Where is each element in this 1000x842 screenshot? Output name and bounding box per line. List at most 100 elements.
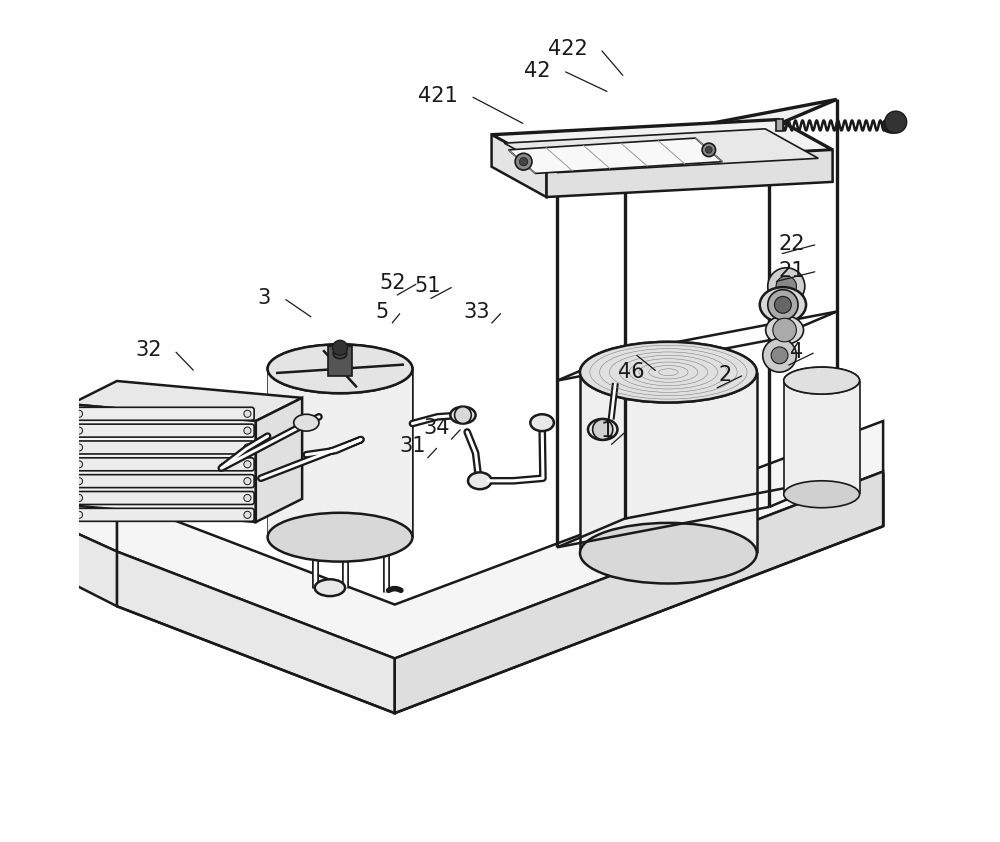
Polygon shape bbox=[504, 129, 818, 173]
FancyBboxPatch shape bbox=[72, 509, 254, 521]
Text: 51: 51 bbox=[415, 276, 441, 296]
Ellipse shape bbox=[450, 407, 476, 424]
Ellipse shape bbox=[580, 342, 757, 402]
Polygon shape bbox=[71, 478, 117, 552]
Circle shape bbox=[763, 338, 796, 372]
Polygon shape bbox=[580, 372, 757, 553]
Circle shape bbox=[41, 418, 58, 434]
Text: 52: 52 bbox=[379, 273, 406, 293]
Polygon shape bbox=[492, 135, 546, 197]
Text: 4: 4 bbox=[790, 342, 803, 362]
FancyBboxPatch shape bbox=[72, 424, 254, 437]
Circle shape bbox=[51, 446, 65, 460]
Circle shape bbox=[51, 461, 65, 474]
Circle shape bbox=[244, 410, 251, 418]
Circle shape bbox=[244, 477, 251, 485]
Circle shape bbox=[244, 444, 251, 451]
Text: 422: 422 bbox=[548, 39, 588, 59]
Polygon shape bbox=[71, 404, 256, 522]
FancyBboxPatch shape bbox=[72, 458, 254, 471]
Circle shape bbox=[41, 461, 58, 477]
Polygon shape bbox=[268, 369, 412, 537]
Circle shape bbox=[768, 290, 798, 320]
Circle shape bbox=[771, 347, 788, 364]
Text: 42: 42 bbox=[524, 61, 551, 81]
Circle shape bbox=[51, 489, 65, 503]
Ellipse shape bbox=[588, 419, 617, 440]
Text: 33: 33 bbox=[463, 301, 490, 322]
Bar bbox=[776, 119, 783, 131]
Circle shape bbox=[75, 427, 83, 434]
Ellipse shape bbox=[766, 316, 804, 344]
Text: 3: 3 bbox=[258, 288, 271, 308]
Polygon shape bbox=[492, 120, 833, 165]
Polygon shape bbox=[71, 530, 117, 606]
Text: 2: 2 bbox=[718, 365, 732, 385]
Circle shape bbox=[774, 312, 798, 336]
Circle shape bbox=[51, 418, 65, 431]
Circle shape bbox=[75, 511, 83, 519]
Text: 1: 1 bbox=[600, 421, 614, 441]
Ellipse shape bbox=[268, 344, 412, 393]
Circle shape bbox=[885, 111, 907, 133]
Polygon shape bbox=[71, 381, 302, 421]
Circle shape bbox=[768, 268, 805, 305]
Circle shape bbox=[702, 143, 716, 157]
Circle shape bbox=[774, 296, 791, 313]
Text: 22: 22 bbox=[778, 234, 805, 254]
FancyBboxPatch shape bbox=[72, 441, 254, 454]
Polygon shape bbox=[546, 150, 833, 197]
Circle shape bbox=[776, 276, 796, 296]
Ellipse shape bbox=[268, 344, 412, 393]
Text: 46: 46 bbox=[618, 362, 645, 382]
FancyBboxPatch shape bbox=[72, 408, 254, 420]
Circle shape bbox=[780, 317, 793, 331]
Ellipse shape bbox=[580, 523, 757, 584]
Circle shape bbox=[41, 475, 58, 492]
Circle shape bbox=[51, 504, 65, 517]
Circle shape bbox=[75, 477, 83, 485]
Ellipse shape bbox=[530, 414, 554, 431]
Text: 21: 21 bbox=[778, 261, 805, 281]
Circle shape bbox=[75, 494, 83, 502]
Ellipse shape bbox=[580, 342, 757, 402]
Circle shape bbox=[75, 461, 83, 468]
Circle shape bbox=[41, 432, 58, 449]
Text: 421: 421 bbox=[418, 86, 458, 106]
Ellipse shape bbox=[294, 414, 319, 431]
Ellipse shape bbox=[333, 349, 347, 359]
Circle shape bbox=[244, 427, 251, 434]
Circle shape bbox=[41, 446, 58, 463]
Circle shape bbox=[75, 444, 83, 451]
Ellipse shape bbox=[315, 579, 345, 596]
Circle shape bbox=[244, 494, 251, 502]
Polygon shape bbox=[395, 472, 883, 713]
Circle shape bbox=[771, 292, 801, 322]
Bar bbox=[328, 346, 352, 376]
Circle shape bbox=[51, 432, 65, 445]
Ellipse shape bbox=[784, 367, 860, 394]
Ellipse shape bbox=[784, 481, 860, 508]
Circle shape bbox=[593, 419, 613, 440]
Circle shape bbox=[41, 403, 58, 420]
Polygon shape bbox=[256, 398, 302, 522]
Polygon shape bbox=[508, 138, 722, 173]
Circle shape bbox=[41, 489, 58, 506]
Ellipse shape bbox=[468, 472, 492, 489]
Ellipse shape bbox=[268, 513, 412, 562]
Text: 31: 31 bbox=[399, 436, 426, 456]
Text: 34: 34 bbox=[423, 418, 449, 438]
Polygon shape bbox=[784, 381, 860, 494]
Circle shape bbox=[51, 475, 65, 488]
Circle shape bbox=[455, 407, 471, 424]
Circle shape bbox=[75, 410, 83, 418]
Ellipse shape bbox=[882, 118, 903, 133]
Circle shape bbox=[773, 318, 796, 342]
Circle shape bbox=[519, 157, 528, 166]
Circle shape bbox=[515, 153, 532, 170]
Circle shape bbox=[705, 147, 712, 153]
Polygon shape bbox=[117, 421, 883, 658]
Ellipse shape bbox=[784, 367, 860, 394]
Circle shape bbox=[778, 299, 795, 316]
FancyBboxPatch shape bbox=[72, 492, 254, 504]
